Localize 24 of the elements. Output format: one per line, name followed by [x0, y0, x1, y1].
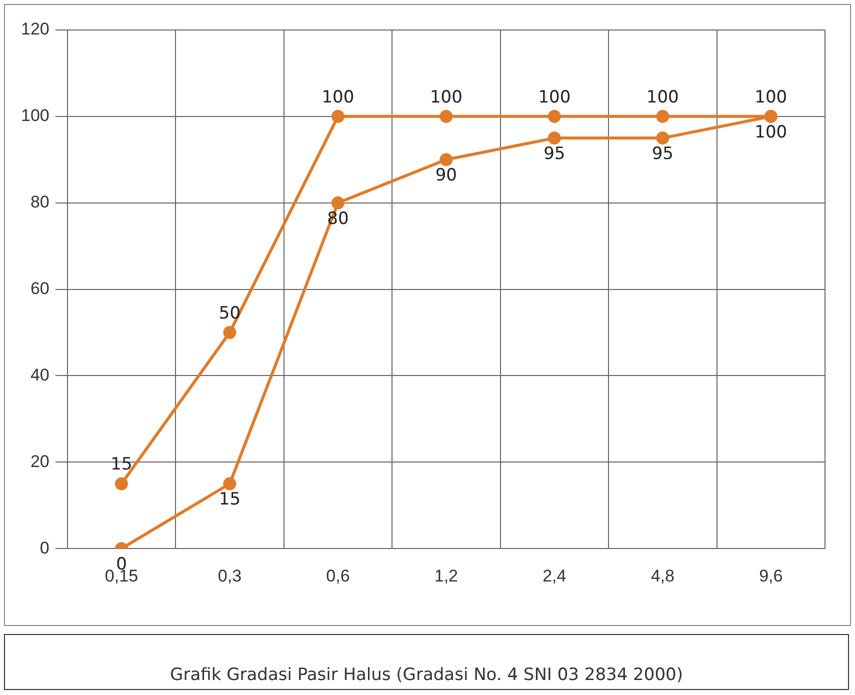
y-tick-label: 60: [30, 278, 50, 298]
y-tick-label: 120: [20, 20, 50, 39]
x-tick-label: 0,3: [218, 566, 242, 586]
text: Grafik Gradasi Pasir Halus (Gradasi No. 4 SNI 03 2834 2000): [4, 634, 849, 690]
x-tick-label: 0,6: [326, 566, 350, 586]
data-label: 15: [218, 490, 241, 510]
y-tick-label: 40: [30, 365, 50, 384]
y-tick-label: 100: [20, 106, 50, 126]
data-label: 100: [754, 87, 788, 108]
x-tick-label: 4,8: [650, 566, 674, 586]
y-tick-label: 20: [30, 452, 50, 471]
x-tick-label: 2,4: [542, 566, 566, 586]
data-label: 95: [544, 144, 566, 164]
data-label: 100: [754, 122, 788, 142]
data-label: 100: [538, 87, 571, 108]
y-tick-label: 0: [40, 538, 50, 558]
data-label: 100: [322, 87, 354, 108]
y-tick-label: 80: [30, 192, 50, 212]
data-label: 90: [435, 166, 457, 186]
data-label: 100: [646, 87, 679, 108]
data-label: 95: [652, 144, 674, 164]
x-tick-label: 1,2: [434, 566, 458, 586]
x-tick-label: 9,6: [759, 566, 783, 586]
data-label: 100: [430, 87, 462, 108]
